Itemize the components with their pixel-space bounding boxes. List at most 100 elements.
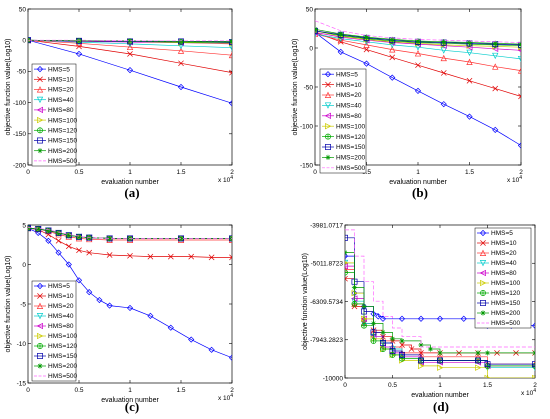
legend-marker xyxy=(479,229,487,237)
y-tick-label: -6309.5734 xyxy=(310,299,343,306)
data-point-3 xyxy=(466,49,473,57)
data-point-0 xyxy=(126,67,134,74)
legend-marker xyxy=(324,91,332,98)
x-tick-label: 0.5 xyxy=(74,387,83,394)
legend-marker xyxy=(37,148,43,154)
y-tick-label: 0 xyxy=(22,38,26,45)
legend-marker xyxy=(36,86,44,93)
x-tick-label: 1.5 xyxy=(483,382,492,389)
data-point-7 xyxy=(345,234,348,241)
series-group xyxy=(28,225,232,361)
data-point-2 xyxy=(414,50,422,57)
legend-entry: HMS=100 xyxy=(48,117,77,124)
data-point-0 xyxy=(208,346,215,353)
legend-entry: HMS=10 xyxy=(336,82,362,89)
series-group xyxy=(315,20,521,149)
x-tick-label: 0 xyxy=(26,169,30,176)
data-point-8 xyxy=(492,40,498,46)
series-group xyxy=(28,36,232,107)
legend-entry: HMS=80 xyxy=(491,270,517,277)
x-tick-label: 1.5 xyxy=(176,387,185,394)
data-point-6 xyxy=(370,338,377,344)
data-point-7 xyxy=(399,351,405,358)
x-tick-label: 1 xyxy=(438,382,442,389)
data-point-0 xyxy=(436,315,444,322)
data-point-8 xyxy=(441,39,447,45)
data-point-1 xyxy=(167,253,174,260)
legend-marker xyxy=(37,127,43,134)
data-point-0 xyxy=(188,336,195,343)
legend-entry: HMS=5 xyxy=(336,71,358,78)
legend-entry: HMS=200 xyxy=(48,148,77,155)
series-line-0 xyxy=(315,32,521,146)
data-point-7 xyxy=(389,348,396,354)
y-tick-label: -3981.0717 xyxy=(310,222,343,229)
data-point-8 xyxy=(475,350,481,356)
x-tick-label: 2 xyxy=(533,382,537,389)
legend-entry: HMS=500 xyxy=(336,165,365,172)
y-tick-label: -100 xyxy=(13,100,26,107)
data-point-8 xyxy=(351,284,358,291)
data-point-2 xyxy=(466,58,473,65)
legend-entry: HMS=500 xyxy=(48,373,77,380)
y-tick-label: -100 xyxy=(300,123,313,130)
data-point-0 xyxy=(106,302,113,309)
data-point-1 xyxy=(345,275,348,282)
y-tick-label: 0 xyxy=(309,45,313,52)
data-point-6 xyxy=(389,351,396,358)
legend-entry: HMS=40 xyxy=(336,103,362,110)
legend-marker xyxy=(480,290,486,296)
legend-entry: HMS=100 xyxy=(48,333,77,340)
data-point-0 xyxy=(440,101,447,108)
data-point-8 xyxy=(361,303,367,310)
data-point-6 xyxy=(399,355,405,362)
legend: HMS=5 HMS=10 HMS=20 HMS=40 HMS=80 HMS=100 HMS=… xyxy=(31,63,77,167)
data-point-0 xyxy=(228,354,232,361)
data-point-2 xyxy=(363,41,370,48)
x-tick-label: 0.5 xyxy=(74,169,83,176)
legend-marker xyxy=(480,279,487,287)
data-point-3 xyxy=(228,44,232,52)
data-point-1 xyxy=(188,253,195,260)
data-point-8 xyxy=(56,230,62,236)
chart-panel-1: 0 0.5 1 1.5 2 -150 -100 -50 0 50 evaluation number… xyxy=(292,6,523,200)
legend-entry: HMS=100 xyxy=(336,123,365,130)
legend-entry: HMS=5 xyxy=(48,66,70,73)
data-point-7 xyxy=(418,357,424,364)
data-point-0 xyxy=(375,313,382,320)
data-point-1 xyxy=(76,247,82,254)
data-point-2 xyxy=(228,51,232,59)
data-point-8 xyxy=(345,249,348,256)
data-point-7 xyxy=(437,357,443,364)
data-point-0 xyxy=(414,87,422,94)
data-point-0 xyxy=(96,296,103,304)
data-point-8 xyxy=(466,39,473,46)
legend-entry: HMS=40 xyxy=(48,313,74,320)
data-point-0 xyxy=(75,277,83,284)
data-point-5 xyxy=(418,362,425,370)
legend-entry: HMS=120 xyxy=(48,343,77,350)
data-point-0 xyxy=(86,289,93,296)
legend-marker xyxy=(37,116,44,124)
series-line-9 xyxy=(28,39,232,42)
y-tick-label: -5 xyxy=(20,301,26,308)
data-point-8 xyxy=(399,338,405,344)
legend-entry: HMS=20 xyxy=(48,303,74,310)
legend-entry: HMS=150 xyxy=(48,138,77,145)
x-tick-label: 2 xyxy=(230,387,234,394)
data-point-0 xyxy=(35,229,42,236)
data-point-7 xyxy=(532,361,535,368)
x-tick-label: 1.5 xyxy=(176,169,185,176)
data-point-0 xyxy=(531,322,535,329)
data-point-8 xyxy=(532,350,535,356)
data-point-0 xyxy=(65,261,72,268)
data-point-8 xyxy=(76,234,82,240)
legend-entry: HMS=120 xyxy=(48,128,77,135)
legend-entry: HMS=80 xyxy=(336,113,362,120)
data-point-2 xyxy=(440,54,447,62)
data-point-0 xyxy=(228,100,232,107)
legend-marker xyxy=(324,112,331,119)
data-point-8 xyxy=(315,26,318,32)
y-tick-label: -50 xyxy=(17,69,27,76)
data-point-8 xyxy=(418,342,424,348)
